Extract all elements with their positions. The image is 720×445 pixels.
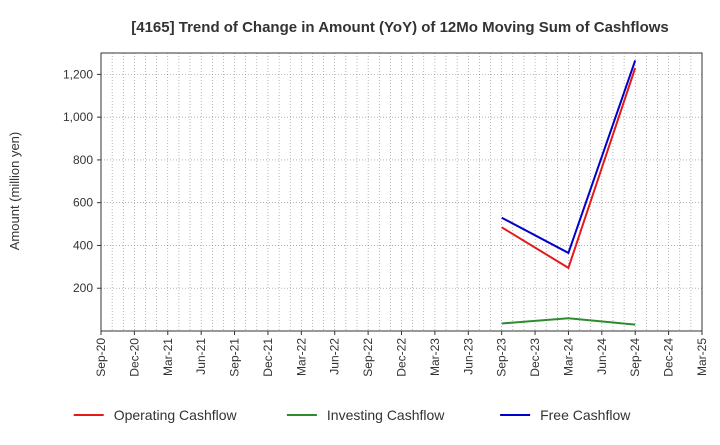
legend-label-investing-cashflow: Investing Cashflow [327, 407, 445, 423]
x-tick-label: Jun-23 [461, 338, 475, 375]
y-tick-label: 1,200 [63, 67, 93, 81]
x-tick-label: Mar-22 [294, 338, 308, 376]
x-tick-label: Jun-24 [595, 338, 609, 375]
x-tick-label: Mar-25 [695, 338, 709, 376]
gridlines [101, 53, 702, 331]
x-tick-label: Dec-24 [662, 338, 676, 377]
axes: 200 400 600 800 1,000 1,200 Sep-20 Dec-20 Mar-21… [63, 52, 709, 377]
x-tick-label: Sep-20 [94, 338, 108, 377]
y-axis-label: Amount (million yen) [7, 132, 22, 251]
y-tick-label: 1,000 [63, 110, 93, 124]
y-tick-label: 600 [73, 196, 93, 210]
x-tick-label: Mar-24 [561, 338, 575, 376]
x-tick-label: Mar-23 [428, 338, 442, 376]
free-cashflow-line [501, 60, 637, 255]
x-tick-label: Sep-24 [628, 338, 642, 377]
x-tick-label: Dec-22 [395, 338, 409, 377]
y-tick-label: 800 [73, 153, 93, 167]
x-tick-label: Sep-21 [228, 338, 242, 377]
series-lines [501, 60, 637, 326]
x-tick-label: Jun-21 [194, 338, 208, 375]
x-tick-label: Jun-22 [328, 338, 342, 375]
x-tick-label: Sep-23 [495, 338, 509, 377]
legend: Operating Cashflow Investing Cashflow Free… [73, 407, 631, 423]
operating-cashflow-line [501, 67, 637, 270]
x-tick-label: Dec-21 [261, 338, 275, 377]
x-tick-label: Dec-20 [127, 338, 141, 377]
y-tick-label: 200 [73, 281, 93, 295]
legend-label-free-cashflow: Free Cashflow [540, 407, 631, 423]
x-tick-label: Dec-23 [528, 338, 542, 377]
x-tick-label: Mar-21 [161, 338, 175, 376]
chart-title: [4165] Trend of Change in Amount (YoY) o… [131, 19, 669, 36]
legend-label-operating-cashflow: Operating Cashflow [114, 407, 238, 423]
x-tick-label: Sep-22 [361, 338, 375, 377]
y-tick-label: 400 [73, 238, 93, 252]
investing-cashflow-line [501, 317, 636, 326]
